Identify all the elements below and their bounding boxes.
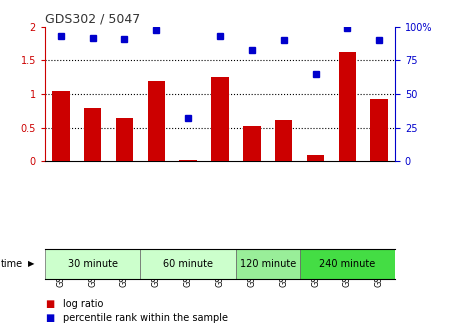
Bar [370,99,388,161]
Bar [84,108,101,161]
Text: ■: ■ [45,299,54,309]
Text: percentile rank within the sample: percentile rank within the sample [63,312,228,323]
Text: GSM5572: GSM5572 [216,249,224,287]
Text: 30 minute: 30 minute [68,259,118,269]
Bar [236,249,299,279]
Text: GSM5574: GSM5574 [279,249,288,287]
Text: GSM5577: GSM5577 [375,249,384,287]
Text: GSM5571: GSM5571 [184,249,193,287]
Bar [275,120,292,161]
Bar [307,155,324,161]
Text: ▶: ▶ [28,259,34,268]
Bar [180,160,197,161]
Text: GSM5567: GSM5567 [56,249,65,287]
Bar [211,77,229,161]
Bar [299,249,395,279]
Bar [141,249,236,279]
Text: GSM5570: GSM5570 [152,249,161,287]
Text: GSM5576: GSM5576 [343,249,352,287]
Bar [243,126,260,161]
Text: 120 minute: 120 minute [240,259,296,269]
Bar [45,249,141,279]
Text: GSM5568: GSM5568 [88,249,97,287]
Text: log ratio: log ratio [63,299,103,309]
Text: time: time [0,259,22,269]
Text: 60 minute: 60 minute [163,259,213,269]
Text: GSM5575: GSM5575 [311,249,320,287]
Bar [339,52,356,161]
Text: ■: ■ [45,312,54,323]
Bar [52,91,70,161]
Text: 240 minute: 240 minute [319,259,375,269]
Text: GSM5573: GSM5573 [247,249,256,287]
Text: GSM5569: GSM5569 [120,249,129,287]
Text: GDS302 / 5047: GDS302 / 5047 [45,13,140,26]
Bar [116,118,133,161]
Bar [148,81,165,161]
